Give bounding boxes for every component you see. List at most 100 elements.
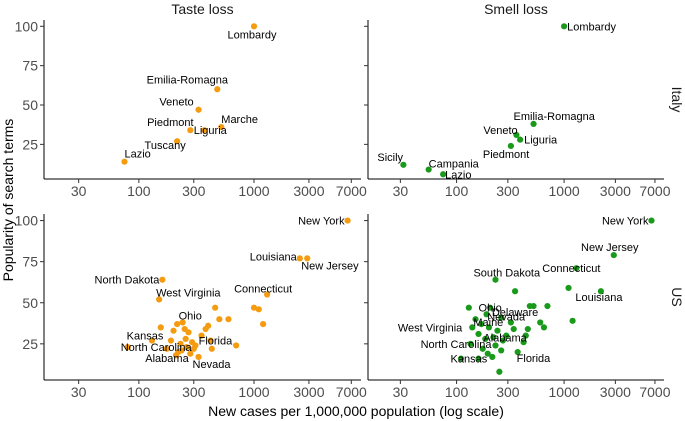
point-tuscany: [174, 138, 181, 145]
y-tick-label: 100: [15, 18, 39, 34]
point-north-dakota: [159, 276, 166, 283]
label-kansas: Kansas: [451, 354, 488, 366]
label-connecticut: Connecticut: [542, 263, 600, 275]
x-tick-label: 7000: [336, 384, 367, 400]
point: [163, 345, 170, 352]
point-kansas: [475, 355, 482, 362]
point: [233, 342, 240, 349]
x-tick-label: 100: [445, 384, 469, 400]
point-sicily: [400, 161, 407, 168]
x-tick-label: 3000: [600, 384, 631, 400]
point: [522, 332, 529, 339]
strip-smell-loss: Smell loss: [484, 1, 548, 17]
x-tick-label: 300: [496, 384, 520, 400]
point: [479, 345, 486, 352]
x-tick-label: 1000: [549, 384, 580, 400]
panel-0-0: [44, 20, 361, 179]
point: [212, 304, 219, 311]
point-florida: [207, 337, 214, 344]
label-emilia-romagna: Emilia-Romagna: [514, 111, 596, 123]
point: [157, 324, 164, 331]
point: [475, 330, 482, 338]
point: [255, 306, 262, 313]
point: [208, 345, 215, 352]
point: [472, 316, 479, 323]
x-tick-label: 7000: [336, 183, 367, 199]
point: [486, 304, 494, 311]
x-tick-label: 1000: [238, 183, 269, 199]
point: [484, 350, 491, 357]
label-new-jersey: New Jersey: [581, 242, 639, 254]
label-new-york: New York: [602, 216, 649, 228]
point-emilia-romagna: [530, 120, 537, 128]
point: [503, 332, 510, 339]
label-campania: Campania: [429, 159, 480, 171]
x-tick-label: 1000: [549, 183, 580, 199]
label-connecticut: Connecticut: [234, 284, 292, 296]
x-tick-label: 300: [182, 183, 206, 199]
x-tick-label: 30: [71, 384, 87, 400]
point: [485, 324, 493, 331]
y-tick-label: 25: [22, 136, 38, 152]
label-alabama: Alabama: [145, 353, 189, 365]
label-ohio: Ohio: [479, 302, 502, 314]
point: [499, 337, 507, 344]
label-lombardy: Lombardy: [567, 21, 616, 33]
point-lazio: [121, 158, 128, 165]
label-lazio: Lazio: [124, 149, 150, 161]
point-connecticut: [264, 291, 271, 298]
point-labels-layer: Lombardy Emilia-Romagna Veneto Marche Piedmo…: [95, 21, 649, 371]
point: [498, 347, 505, 354]
strip-taste-loss: Taste loss: [171, 1, 233, 17]
label-maine: Maine: [473, 317, 503, 329]
point-lombardy: [560, 23, 568, 30]
point-piedmont: [507, 142, 514, 150]
label-piedmont: Piedmont: [483, 149, 529, 161]
point: [185, 329, 192, 336]
label-ohio: Ohio: [179, 310, 202, 322]
point-maine: [478, 321, 485, 328]
x-tick-label: 3000: [293, 183, 324, 199]
label-lombardy: Lombardy: [228, 29, 277, 41]
point-new-jersey: [610, 251, 617, 259]
label-louisiana: Louisiana: [575, 292, 623, 304]
point-louisiana: [296, 255, 303, 262]
point-new-jersey: [304, 255, 311, 262]
point-lazio: [440, 171, 447, 178]
x-tick-label: 300: [182, 384, 206, 400]
point-nevada: [195, 353, 202, 361]
points-layer: [121, 23, 655, 375]
point: [182, 335, 189, 343]
label-north-dakota: North Dakota: [95, 275, 161, 287]
point-nevada: [498, 314, 505, 321]
point: [537, 319, 544, 326]
x-tick-label: 100: [127, 384, 151, 400]
label-florida: Florida: [517, 353, 552, 365]
point: [250, 304, 258, 311]
point-north-carolina: [124, 344, 131, 351]
label-new-york: New York: [298, 216, 345, 228]
point: [216, 316, 223, 323]
point-south-dakota: [492, 276, 499, 283]
point-marche: [218, 123, 225, 131]
axes-layer: 30 100 300 1000 3000 7000 25 50 75 100 30 100 300 100…: [15, 18, 671, 400]
point-louisiana: [597, 288, 604, 295]
point: [187, 350, 194, 357]
point: [465, 304, 472, 311]
label-kansas: Kansas: [127, 331, 164, 343]
point: [183, 344, 190, 351]
point-kansas: [148, 337, 156, 344]
point-new-york: [648, 217, 655, 224]
label-north-carolina: North Carolina: [121, 342, 193, 354]
point-ohio: [179, 319, 186, 326]
label-tuscany: Tuscany: [145, 140, 187, 152]
point: [198, 332, 205, 339]
point: [544, 302, 551, 310]
x-tick-label: 7000: [639, 384, 670, 400]
label-piedmont: Piedmont: [147, 117, 193, 129]
y-tick-label: 50: [22, 295, 38, 311]
x-axis-label: New cases per 1,000,000 population (log …: [208, 403, 504, 419]
label-alabama: Alabama: [483, 332, 527, 344]
point: [507, 319, 514, 326]
